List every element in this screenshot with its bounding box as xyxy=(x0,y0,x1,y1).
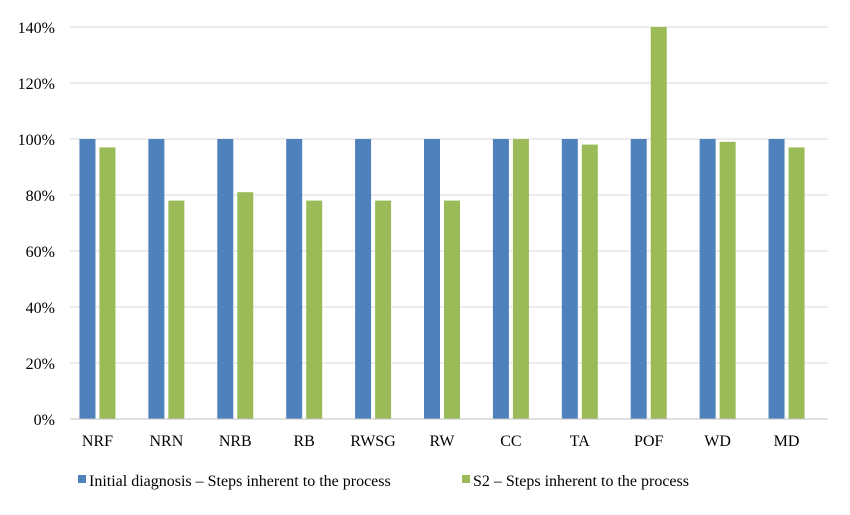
x-tick-label: TA xyxy=(570,433,590,450)
bar-initial-md xyxy=(768,139,785,419)
x-tick-label: NRB xyxy=(219,433,252,450)
y-tick-label: 100% xyxy=(18,132,55,149)
bar-s2-rwsg xyxy=(375,200,392,419)
legend: Initial diagnosis – Steps inherent to th… xyxy=(78,473,689,490)
bar-initial-rb xyxy=(286,139,303,419)
y-tick-label: 60% xyxy=(26,244,55,261)
y-tick-label: 120% xyxy=(18,76,55,93)
x-tick-label: NRF xyxy=(82,433,113,450)
legend-label: S2 – Steps inherent to the process xyxy=(473,473,689,490)
legend-swatch xyxy=(78,475,86,483)
x-tick-label: CC xyxy=(500,433,521,450)
y-axis-tick-labels: 0% 20% 40% 60% 80% 100% 120% 140% xyxy=(18,20,55,429)
x-tick-label: RW xyxy=(430,433,456,450)
bar-s2-pof xyxy=(650,27,667,419)
bar-initial-ta xyxy=(561,139,578,419)
bar-s2-rb xyxy=(306,200,323,419)
x-tick-label: RWSG xyxy=(350,433,396,450)
x-tick-label: WD xyxy=(704,433,731,450)
bar-initial-wd xyxy=(699,139,716,419)
bar-s2-md xyxy=(788,147,805,419)
bar-initial-rwsg xyxy=(355,139,372,419)
bar-initial-pof xyxy=(630,139,647,419)
y-tick-label: 0% xyxy=(34,412,55,429)
y-tick-label: 140% xyxy=(18,20,55,37)
legend-label: Initial diagnosis – Steps inherent to th… xyxy=(89,473,391,490)
bar-s2-nrn xyxy=(168,200,185,419)
bar-initial-cc xyxy=(492,139,509,419)
x-tick-label: MD xyxy=(774,433,800,450)
x-tick-label: RB xyxy=(294,433,315,450)
x-axis-tick-labels: NRF NRN NRB RB RWSG RW CC TA POF WD MD xyxy=(82,433,800,450)
bar-initial-nrn xyxy=(148,139,165,419)
bar-initial-nrf xyxy=(79,139,96,419)
x-tick-label: POF xyxy=(634,433,663,450)
y-tick-label: 80% xyxy=(26,188,55,205)
bar-s2-ta xyxy=(581,144,598,419)
bars xyxy=(79,27,805,420)
y-tick-label: 20% xyxy=(26,356,55,373)
bar-s2-nrb xyxy=(237,192,254,419)
legend-swatch xyxy=(462,475,470,483)
bar-s2-cc xyxy=(512,139,529,419)
bar-initial-rw xyxy=(424,139,440,419)
bar-s2-wd xyxy=(719,141,736,420)
x-tick-label: NRN xyxy=(149,433,183,450)
bar-s2-nrf xyxy=(99,147,116,419)
bar-initial-nrb xyxy=(217,139,234,419)
y-tick-label: 40% xyxy=(26,300,55,317)
bar-s2-rw xyxy=(444,200,460,419)
